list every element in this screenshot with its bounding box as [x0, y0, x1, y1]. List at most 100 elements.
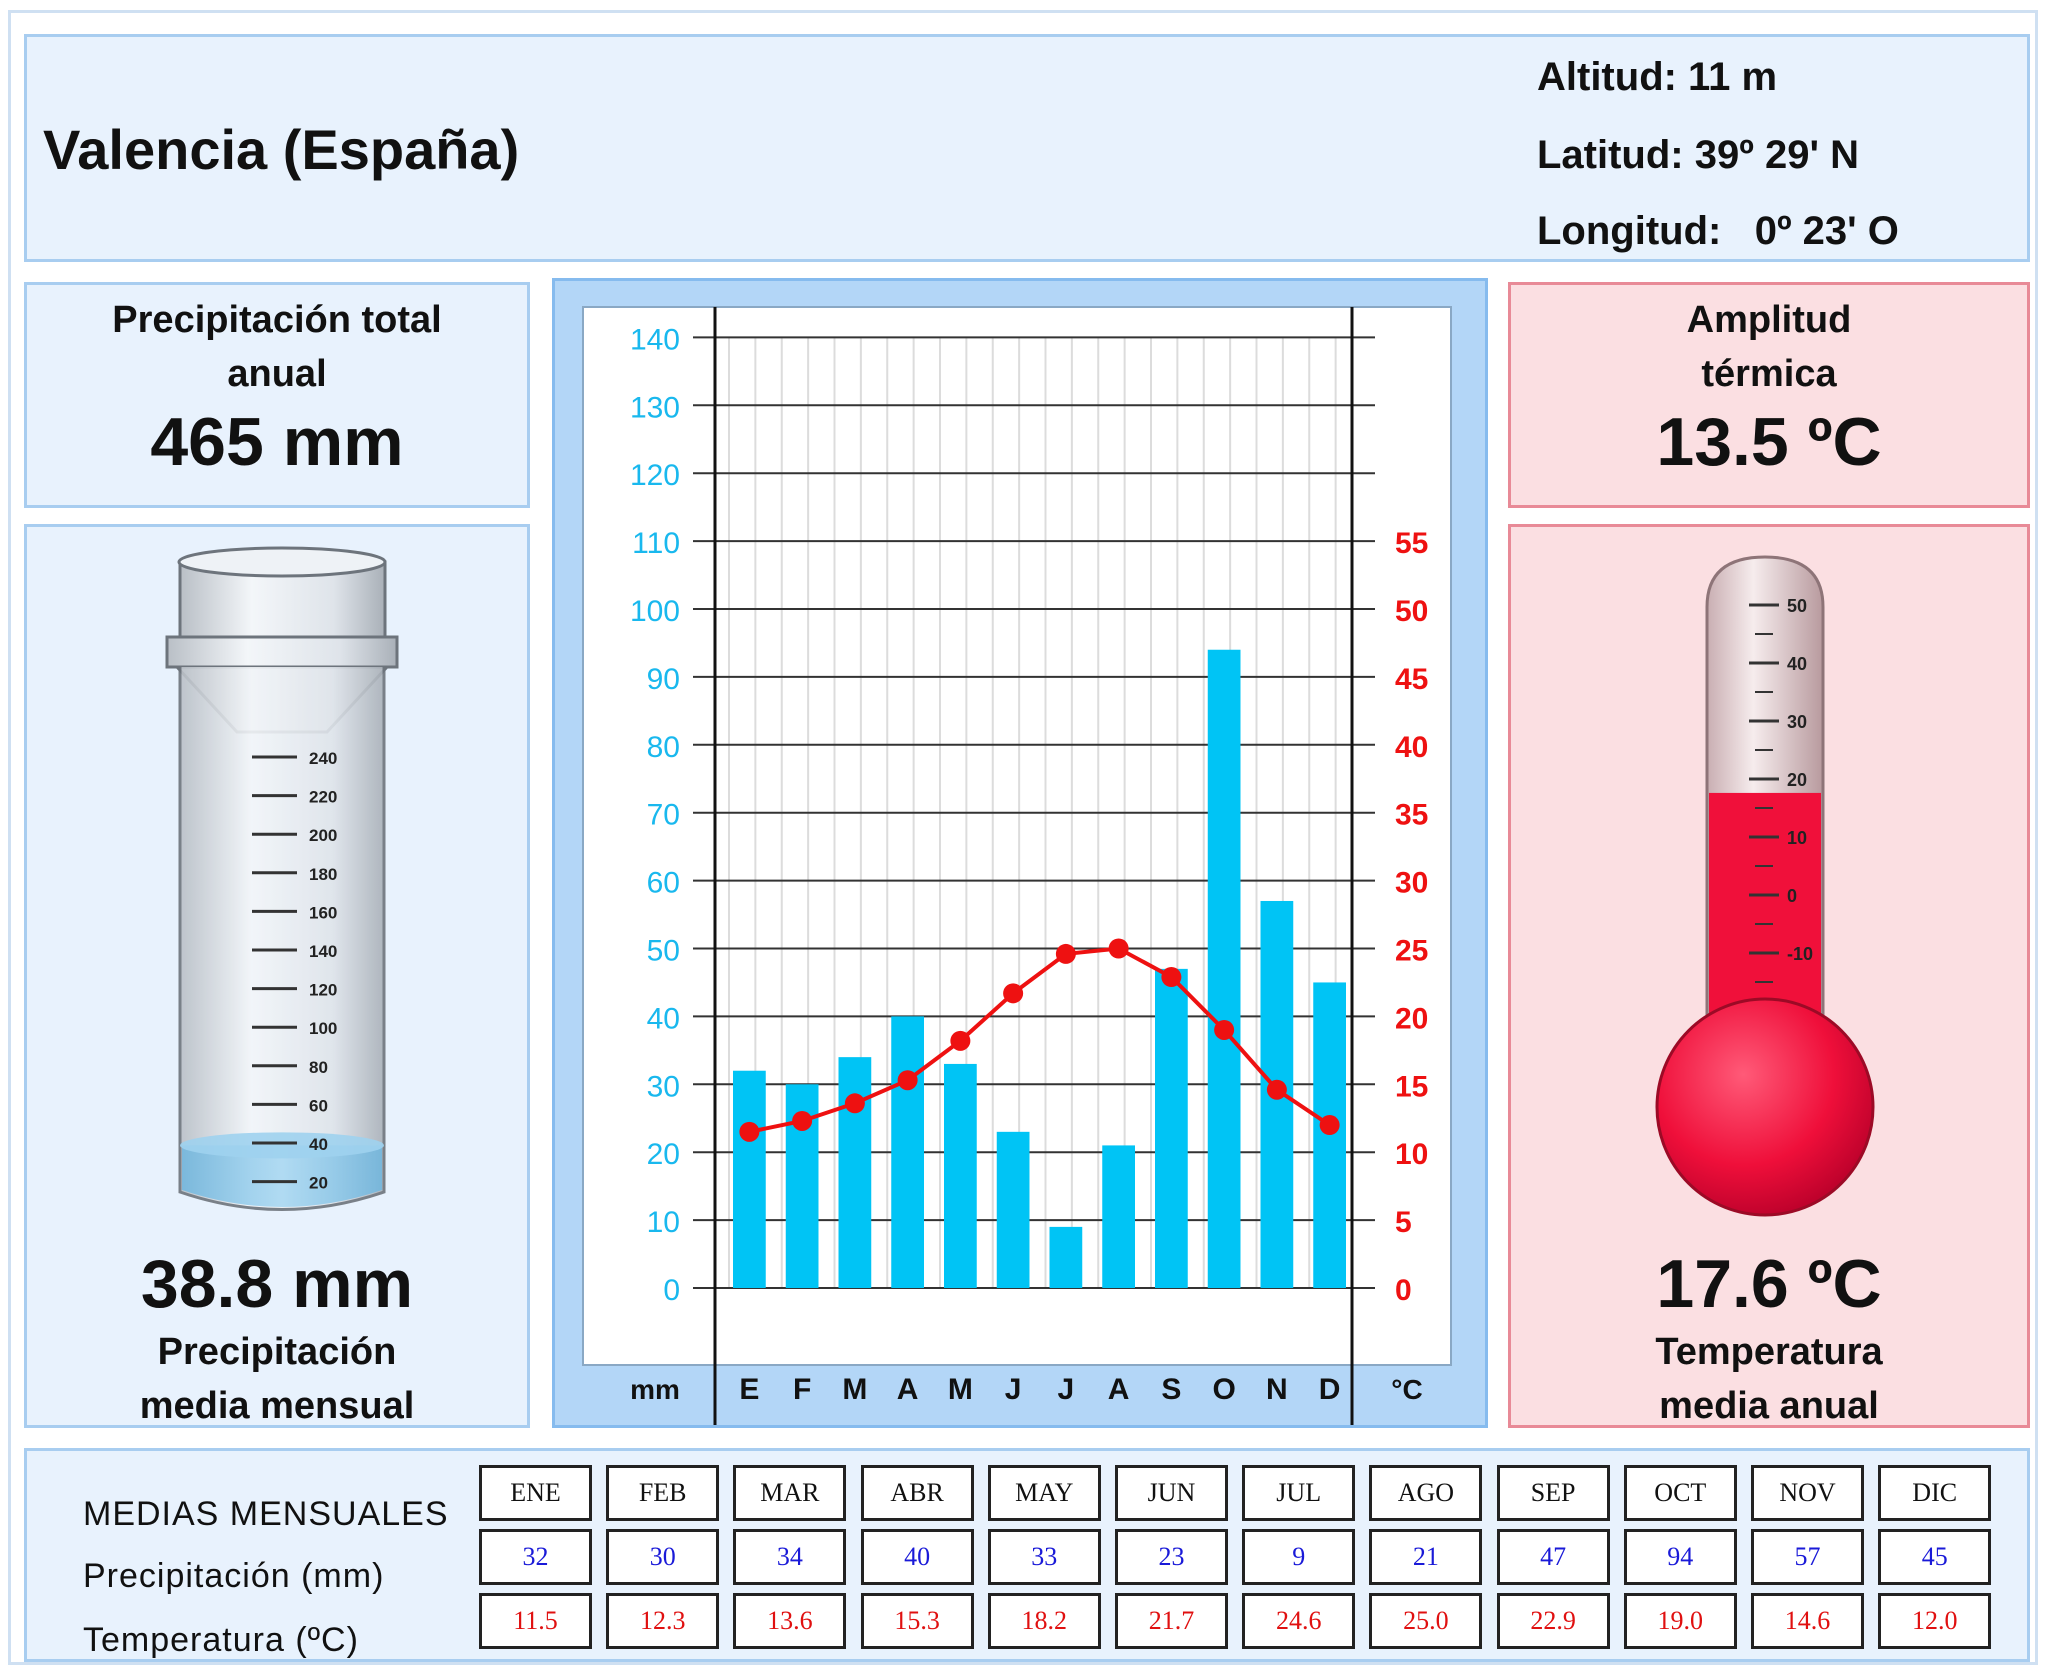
month-cell: JUL	[1242, 1465, 1356, 1521]
temperature-point	[950, 1030, 971, 1051]
month-cell: ABR	[860, 1465, 974, 1521]
temperature-point	[1214, 1019, 1235, 1040]
right-tick-label: 35	[1395, 799, 1428, 832]
right-tick-label: 40	[1395, 731, 1428, 764]
thermo-tick-label: 10	[1787, 828, 1807, 848]
temp-cell: 25.0	[1369, 1593, 1483, 1649]
left-tick-label: 40	[647, 1002, 680, 1035]
right-tick-label: 10	[1395, 1138, 1428, 1171]
mean-temp-label-1: Temperatura	[1655, 1331, 1883, 1373]
precip-cell: 30	[606, 1529, 720, 1585]
month-cell: OCT	[1623, 1465, 1737, 1521]
precip-bar	[838, 1057, 872, 1288]
left-tick-label: 80	[647, 731, 680, 764]
thermo-tick-label: 0	[1787, 886, 1797, 906]
precip-cell: 21	[1369, 1529, 1483, 1585]
gauge-tick-label: 220	[309, 788, 337, 807]
gauge-tick-label: 80	[309, 1058, 328, 1077]
monthly-table-panel: MEDIAS MENSUALES Precipitación (mm) Temp…	[24, 1448, 2030, 1662]
left-tick-label: 130	[630, 391, 680, 424]
month-label: J	[1005, 1373, 1022, 1406]
temperature-point	[739, 1121, 760, 1142]
temperature-point	[1319, 1115, 1340, 1136]
right-tick-label: 20	[1395, 1002, 1428, 1035]
amplitude-value: 13.5 ºC	[1656, 404, 1882, 480]
total-precip-label-2: anual	[227, 353, 327, 395]
month-cell: FEB	[606, 1465, 720, 1521]
temp-cell: 22.9	[1496, 1593, 1610, 1649]
precip-bar	[891, 1016, 924, 1288]
precip-row-label: Precipitación (mm)	[83, 1557, 385, 1595]
precip-bar	[1155, 968, 1188, 1288]
right-tick-label: 25	[1395, 935, 1428, 968]
left-tick-label: 0	[663, 1274, 680, 1307]
month-cell: NOV	[1751, 1465, 1864, 1521]
left-tick-label: 140	[630, 323, 680, 356]
left-tick-label: 30	[647, 1070, 680, 1103]
precip-cell: 47	[1496, 1529, 1610, 1585]
left-tick-label: 50	[647, 935, 680, 968]
rain-gauge-panel: 240 220 200 180 160 140 120 100 80 60 40 20 38.8 mm…	[24, 524, 530, 1428]
month-label: N	[1266, 1373, 1288, 1406]
precip-cell: 94	[1623, 1529, 1737, 1585]
month-cell: AGO	[1369, 1465, 1483, 1521]
temp-cell: 12.0	[1878, 1593, 1992, 1649]
month-cell: MAR	[733, 1465, 847, 1521]
month-cell: MAY	[987, 1465, 1101, 1521]
gauge-tick-label: 40	[309, 1135, 328, 1154]
outer-frame	[8, 10, 2038, 1665]
left-tick-label: 70	[647, 799, 680, 832]
right-tick-label: 50	[1395, 595, 1428, 628]
rain-gauge-icon: 240 220 200 180 160 140 120 100 80 60 40 20	[165, 546, 399, 1211]
thermo-tick-label: -10	[1787, 944, 1813, 964]
mean-temp-value: 17.6 ºC	[1656, 1246, 1882, 1322]
precip-bar	[1313, 982, 1346, 1288]
right-tick-label: 55	[1395, 527, 1428, 560]
monthly-precip-label-1: Precipitación	[157, 1331, 397, 1373]
thermo-tick-label: 20	[1787, 770, 1807, 790]
monthly-precip-value: 38.8 mm	[140, 1246, 414, 1322]
latitude-label: Latitud: 39º 29' N	[1537, 133, 1859, 177]
gauge-tick-label: 180	[309, 865, 337, 884]
gauge-tick-label: 160	[309, 903, 337, 922]
precip-cell: 57	[1751, 1529, 1864, 1585]
station-header: Valencia (España) Altitud: 11 m Latitud:…	[24, 34, 2030, 262]
temp-cell: 18.2	[987, 1593, 1101, 1649]
month-cell: ENE	[479, 1465, 592, 1521]
month-cell: SEP	[1496, 1465, 1610, 1521]
thermo-tick-label: 40	[1787, 654, 1807, 674]
month-label: F	[793, 1373, 811, 1406]
left-tick-label: 90	[647, 663, 680, 696]
month-label: O	[1212, 1373, 1235, 1406]
left-tick-label: 120	[630, 459, 680, 492]
precip-cell: 40	[860, 1529, 974, 1585]
thermometer-panel: 50 40 30 20 10 0 -10 17.6 ºC Temperatura media…	[1508, 524, 2030, 1428]
left-tick-label: 20	[647, 1138, 680, 1171]
temperature-point	[844, 1093, 865, 1114]
left-axis-unit: mm	[630, 1374, 680, 1405]
precip-cell: 33	[987, 1529, 1101, 1585]
temp-cell: 11.5	[479, 1593, 592, 1649]
precip-bar	[1207, 649, 1241, 1288]
thermo-tick-label: 30	[1787, 712, 1807, 732]
temperature-point	[1055, 943, 1076, 964]
left-tick-label: 60	[647, 867, 680, 900]
temp-cell: 12.3	[606, 1593, 720, 1649]
precip-cell: 9	[1242, 1529, 1356, 1585]
temperature-point	[1266, 1079, 1287, 1100]
total-precipitation-panel: Precipitación total anual 465 mm	[24, 282, 530, 508]
month-label: D	[1319, 1373, 1341, 1406]
month-cell: JUN	[1115, 1465, 1228, 1521]
gauge-tick-label: 20	[309, 1174, 328, 1193]
mean-temp-label-2: media anual	[1659, 1385, 1879, 1427]
month-cell: DIC	[1878, 1465, 1992, 1521]
temp-cell: 24.6	[1242, 1593, 1356, 1649]
precip-bar	[1102, 1145, 1135, 1288]
month-label: M	[842, 1373, 867, 1406]
right-tick-label: 0	[1395, 1274, 1412, 1307]
precip-bar	[996, 1131, 1030, 1288]
climograph-panel: 0 10 20 30 40 50 60 70 80 90 100 110 120 130 140 0 5 10 15…	[552, 278, 1488, 1428]
amplitude-panel: Amplitud térmica 13.5 ºC	[1508, 282, 2030, 508]
right-tick-label: 45	[1395, 663, 1428, 696]
gauge-tick-label: 120	[309, 981, 337, 1000]
